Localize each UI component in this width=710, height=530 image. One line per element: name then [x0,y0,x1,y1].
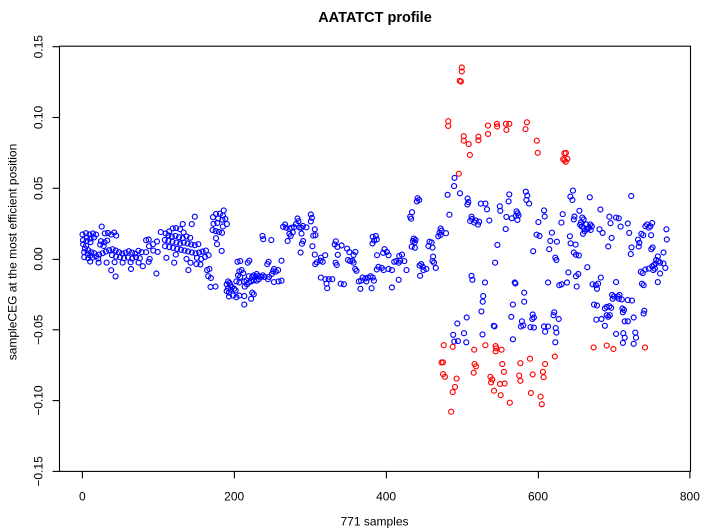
svg-text:0.00: 0.00 [32,247,46,271]
svg-text:771 samples: 771 samples [340,515,408,529]
svg-text:AATATCT profile: AATATCT profile [318,10,432,26]
svg-text:800: 800 [680,490,700,504]
svg-text:0: 0 [79,490,86,504]
svg-text:0.10: 0.10 [32,105,46,129]
svg-text:600: 600 [528,490,548,504]
svg-text:−0.05: −0.05 [32,314,46,345]
svg-text:sampleCEG at the most efficien: sampleCEG at the most efficient position [6,144,20,361]
svg-text:0.05: 0.05 [32,176,46,200]
svg-text:0.15: 0.15 [32,35,46,59]
svg-text:−0.10: −0.10 [32,385,46,416]
svg-text:200: 200 [224,490,244,504]
svg-text:400: 400 [376,490,396,504]
svg-text:−0.15: −0.15 [32,456,46,487]
